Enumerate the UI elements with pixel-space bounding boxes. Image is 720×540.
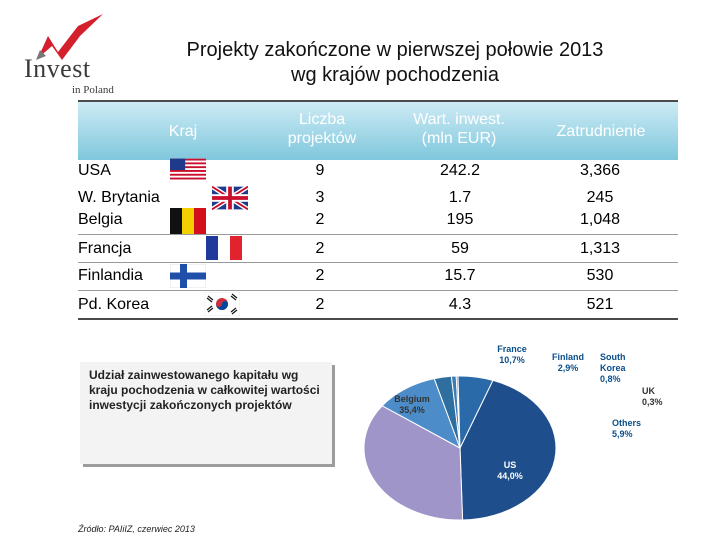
row-divider <box>78 234 678 235</box>
pie-label-belgium: Belgium 35,4% <box>394 394 430 415</box>
row-country-france: Francja <box>78 240 132 257</box>
header-wartosc-line-1: Wart. inwest. <box>413 111 505 128</box>
row-employment-france: 1,313 <box>579 240 621 257</box>
pie-label-finland: Finland 2,9% <box>552 352 584 373</box>
header-zatrudnienie: Zatrudnienie <box>556 123 646 140</box>
row-country-finland: Finlandia <box>78 267 143 284</box>
row-divider <box>78 262 678 263</box>
france-flag-icon <box>206 236 242 260</box>
row-value-uk: 1.7 <box>448 189 472 206</box>
row-employment-korea: 521 <box>586 296 614 313</box>
row-employment-usa: 3,366 <box>579 162 621 179</box>
header-wartosc: Wart. inwest. (mln EUR) <box>384 110 534 148</box>
row-projects-korea: 2 <box>315 296 325 313</box>
row-projects-usa: 9 <box>315 162 325 179</box>
row-country-usa: USA <box>78 162 111 179</box>
pie-label-others: Others 5,9% <box>612 418 641 439</box>
pie-label-france: France 10,7% <box>497 344 527 365</box>
pie-label-us: US 44,0% <box>497 460 523 481</box>
header-kraj: Kraj <box>168 123 198 140</box>
pie-label-uk: UK 0,3% <box>642 386 663 407</box>
row-value-france: 59 <box>451 240 469 257</box>
pie-label-south-korea: South Korea 0,8% <box>600 352 627 384</box>
row-divider <box>78 290 678 291</box>
row-country-korea: Pd. Korea <box>78 296 150 313</box>
header-liczba-line-1: Liczba <box>298 111 346 128</box>
pie-slice-others <box>457 375 494 449</box>
row-value-korea: 4.3 <box>448 296 472 313</box>
row-country-belgium: Belgia <box>78 211 123 228</box>
uk-flag-icon <box>212 186 248 210</box>
table-bottom-border <box>78 318 678 320</box>
projects-table: Kraj Liczba projektów Wart. inwest. (mln… <box>78 100 678 320</box>
row-projects-belgium: 2 <box>315 211 325 228</box>
row-employment-uk: 245 <box>586 189 614 206</box>
logo-swoosh-icon <box>36 14 103 60</box>
pie-slice-us <box>459 379 557 521</box>
header-wartosc-line-2: (mln EUR) <box>421 130 497 147</box>
logo-subtitle: in Poland <box>72 84 114 96</box>
note-box: Udział zainwestowanego kapitału wg kraju… <box>80 362 332 464</box>
row-country-uk: W. Brytania <box>78 189 160 206</box>
title-line-1: Projekty zakończone w pierwszej połowie … <box>186 39 604 61</box>
note-text: Udział zainwestowanego kapitału wg kraju… <box>89 368 320 412</box>
investment-share-pie-chart: US 44,0% Belgium 35,4% France 10,7% Finland 2,9… <box>363 344 663 521</box>
title-line-2: wg krajów pochodzenia <box>291 64 499 86</box>
row-employment-finland: 530 <box>586 267 614 284</box>
page-title: Projekty zakończone w pierwszej połowie … <box>130 38 660 88</box>
belgium-flag-icon <box>170 208 206 234</box>
row-projects-france: 2 <box>315 240 325 257</box>
finland-flag-icon <box>170 264 206 288</box>
logo-word: Invest <box>24 54 91 83</box>
korea-flag-icon <box>204 292 240 316</box>
pie-slice-belgium <box>363 405 464 521</box>
us-flag-icon <box>170 158 206 182</box>
table-header: Kraj Liczba projektów Wart. inwest. (mln… <box>78 100 678 160</box>
row-value-finland: 15.7 <box>444 267 476 284</box>
row-value-usa: 242.2 <box>439 162 481 179</box>
row-employment-belgium: 1,048 <box>579 211 621 228</box>
row-projects-uk: 3 <box>315 189 325 206</box>
header-liczba: Liczba projektów <box>262 110 382 148</box>
source-note: Źródło: PAIiIZ, czerwiec 2013 <box>78 524 195 534</box>
header-liczba-line-2: projektów <box>287 130 357 147</box>
row-value-belgium: 195 <box>446 211 474 228</box>
invest-in-poland-logo: Invest in Poland <box>18 14 128 96</box>
row-projects-finland: 2 <box>315 267 325 284</box>
